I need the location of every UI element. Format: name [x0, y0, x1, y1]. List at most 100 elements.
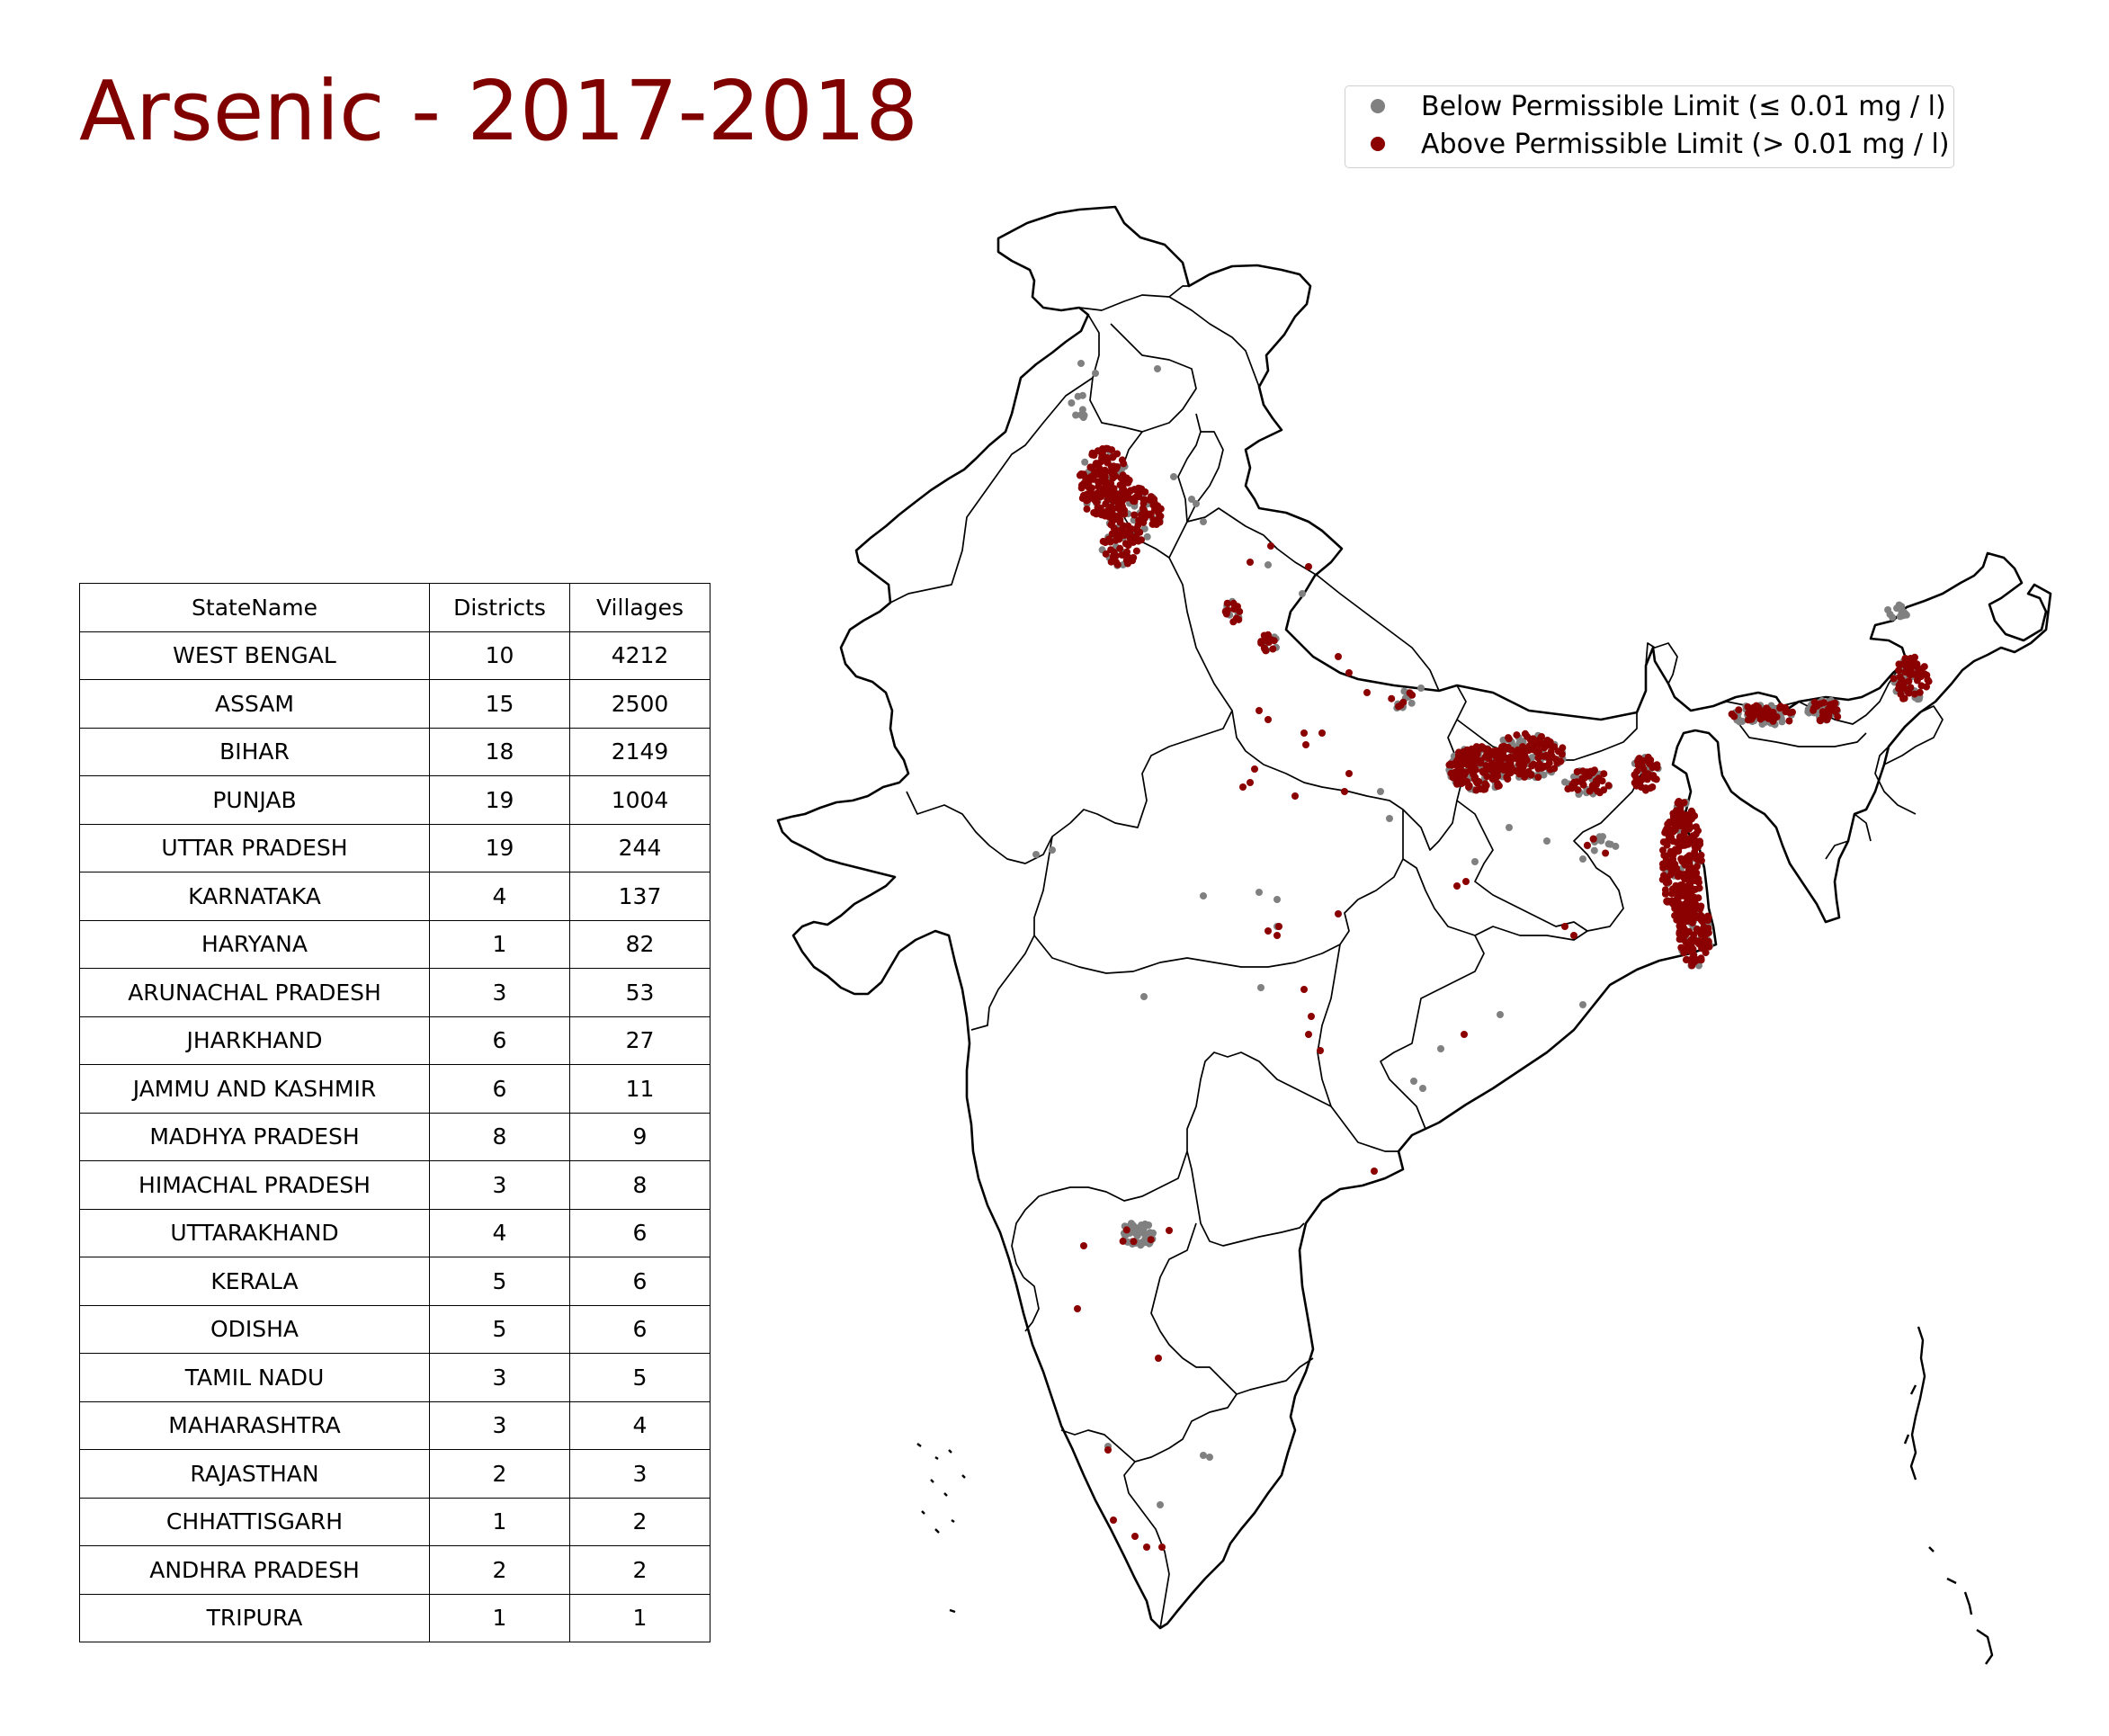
boundary-chh-mh: [1317, 944, 1399, 1152]
cell-villages: 2149: [569, 727, 710, 776]
below-limit-point: [1606, 840, 1614, 848]
boundary-up: [1186, 507, 1440, 692]
above-limit-point: [1166, 1227, 1173, 1234]
above-limit-point: [1689, 887, 1697, 895]
above-limit-point: [1911, 653, 1918, 661]
above-limit-point: [1913, 676, 1921, 685]
above-limit-point: [1586, 787, 1594, 795]
above-limit-point: [1119, 1237, 1127, 1245]
above-limit-point: [1100, 485, 1108, 493]
above-limit-point: [1133, 525, 1141, 533]
above-limit-point: [1533, 747, 1541, 756]
above-limit-point: [1318, 729, 1326, 737]
below-limit-point: [1078, 391, 1086, 399]
below-limit-point: [1200, 518, 1207, 525]
above-limit-point: [1701, 932, 1709, 939]
cell-districts: 19: [429, 823, 570, 872]
above-limit-point: [1096, 468, 1104, 476]
above-limit-point: [1088, 464, 1095, 472]
cell-villages: 244: [569, 823, 710, 872]
above-limit-point: [1600, 770, 1608, 778]
above-limit-point: [1676, 807, 1685, 815]
above-limit-point: [1901, 668, 1909, 676]
cell-villages: 6: [569, 1257, 710, 1306]
below-limit-point: [1884, 606, 1892, 613]
above-limit-point: [1135, 516, 1143, 524]
above-limit-point: [1637, 761, 1645, 769]
above-limit-point: [1823, 716, 1831, 724]
above-limit-point: [1363, 689, 1371, 696]
table-header-row: StateName Districts Villages: [79, 583, 710, 632]
boundary-odisha: [1474, 926, 1588, 941]
above-limit-point: [1554, 747, 1562, 756]
below-limit-point: [1138, 1239, 1146, 1247]
above-limit-point: [1265, 716, 1272, 723]
above-limit-point: [1305, 563, 1312, 570]
map-title: Arsenic - 2017-2018: [79, 63, 918, 159]
cell-districts: 1: [429, 1497, 570, 1546]
above-limit-point: [1088, 451, 1096, 459]
above-limit-point: [1110, 1517, 1117, 1524]
below-limit-point: [1077, 360, 1085, 367]
above-limit-point: [1270, 637, 1278, 645]
above-limit-point: [1498, 755, 1506, 763]
above-limit-point: [1695, 884, 1703, 892]
table-row: CHHATTISGARH 1 2: [79, 1497, 710, 1546]
above-limit-point: [1529, 735, 1537, 743]
above-limit-point: [1257, 640, 1265, 647]
above-limit-point: [1399, 698, 1407, 706]
above-limit-point: [1267, 542, 1274, 550]
above-limit-point: [1116, 518, 1124, 526]
cell-statename: MADHYA PRADESH: [79, 1112, 430, 1161]
above-limit-point: [1265, 927, 1272, 935]
above-limit-point: [1685, 869, 1693, 877]
above-limit-point: [1305, 1031, 1312, 1038]
above-limit-point: [1146, 511, 1154, 519]
above-limit-point: [1116, 544, 1124, 552]
cell-villages: 3: [569, 1449, 710, 1499]
above-limit-point: [1690, 951, 1698, 959]
above-limit-point: [1507, 746, 1515, 754]
above-limit-point: [1229, 618, 1238, 626]
cell-statename: JHARKHAND: [79, 1016, 430, 1065]
column-header-statename: StateName: [79, 583, 430, 632]
above-limit-point: [1663, 898, 1671, 906]
above-limit-point: [1535, 741, 1543, 749]
above-limit-point: [1696, 840, 1704, 848]
above-limit-point: [1698, 913, 1706, 921]
above-limit-point: [1222, 610, 1230, 618]
above-limit-point: [1516, 752, 1524, 760]
above-limit-point: [1112, 536, 1120, 544]
above-limit-point: [1132, 547, 1140, 555]
cell-statename: KARNATAKA: [79, 872, 430, 921]
above-limit-point: [1479, 768, 1488, 776]
above-limit-point: [1472, 786, 1480, 794]
above-limit-point: [1669, 828, 1677, 836]
above-limit-point: [1506, 759, 1515, 767]
above-limit-point: [1673, 889, 1681, 897]
below-limit-point: [1200, 1452, 1207, 1459]
above-limit-point: [1744, 703, 1752, 711]
below-limit-point: [1419, 1085, 1426, 1092]
table-row: RAJASTHAN 2 3: [79, 1449, 710, 1499]
above-limit-point: [1521, 729, 1529, 738]
above-limit-point: [1148, 520, 1157, 528]
above-limit-point: [1676, 833, 1684, 841]
above-limit-point: [1291, 792, 1299, 800]
table-row: MAHARASHTRA 3 4: [79, 1400, 710, 1450]
above-limit-point: [1669, 900, 1677, 908]
above-limit-point: [1103, 444, 1111, 452]
above-limit-point: [1300, 729, 1308, 737]
cell-districts: 19: [429, 775, 570, 825]
above-limit-point: [1519, 763, 1527, 771]
cell-statename: ANDHRA PRADESH: [79, 1545, 430, 1595]
above-limit-point: [1680, 874, 1688, 882]
below-limit-point: [1579, 855, 1586, 863]
above-limit-point: [1528, 762, 1536, 770]
above-limit-point: [1765, 714, 1773, 722]
above-limit-point: [1545, 740, 1552, 748]
boundary-sikkim: [1645, 642, 1678, 685]
boundary-ka-kerala: [1060, 1429, 1136, 1463]
below-limit-point: [1032, 851, 1040, 858]
above-limit-point: [1678, 884, 1686, 892]
